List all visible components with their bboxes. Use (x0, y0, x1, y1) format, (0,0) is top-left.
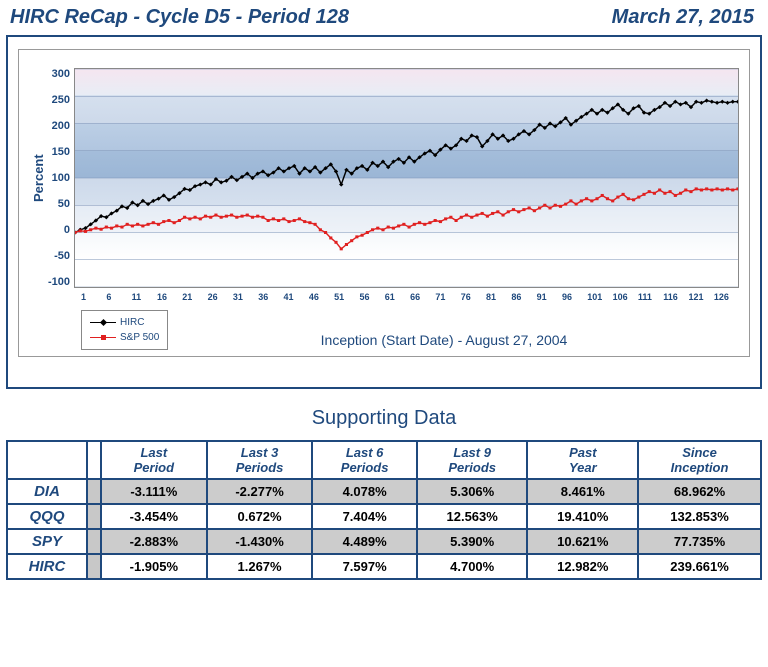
cell: 4.078% (312, 479, 416, 504)
supporting-data-table: LastPeriodLast 3PeriodsLast 6PeriodsLast… (6, 440, 762, 580)
col-header: Last 9Periods (417, 441, 528, 479)
cell: 77.735% (638, 529, 761, 554)
chart-box: Percent 300250200150100500-50-100 161116… (18, 49, 750, 357)
chart-legend: HIRCS&P 500 (81, 310, 168, 350)
col-header: Last 6Periods (312, 441, 416, 479)
cell: -1.905% (101, 554, 207, 579)
cell: -2.277% (207, 479, 313, 504)
col-header: LastPeriod (101, 441, 207, 479)
row-label: SPY (7, 529, 87, 554)
col-header: SinceInception (638, 441, 761, 479)
y-axis-label: Percent (29, 68, 48, 288)
table-row: QQQ -3.454%0.672%7.404%12.563%19.410%132.… (7, 504, 761, 529)
cell: -2.883% (101, 529, 207, 554)
cell: 0.672% (207, 504, 313, 529)
x-axis-ticks: 1611162126313641465156616671768186919610… (81, 288, 739, 302)
cell: 7.404% (312, 504, 416, 529)
report-title: HIRC ReCap - Cycle D5 - Period 128 (10, 6, 349, 29)
cell: 7.597% (312, 554, 416, 579)
chart-panel: Percent 300250200150100500-50-100 161116… (6, 35, 762, 389)
table-title: Supporting Data (6, 407, 762, 430)
table-row: SPY -2.883%-1.430%4.489%5.390%10.621%77.7… (7, 529, 761, 554)
cell: 19.410% (527, 504, 638, 529)
cell: -1.430% (207, 529, 313, 554)
row-label: DIA (7, 479, 87, 504)
chart-plot-area (74, 68, 739, 288)
col-header: PastYear (527, 441, 638, 479)
cell: 68.962% (638, 479, 761, 504)
cell: -3.454% (101, 504, 207, 529)
cell: 12.563% (417, 504, 528, 529)
row-label: QQQ (7, 504, 87, 529)
report-date: March 27, 2015 (612, 6, 754, 29)
row-label: HIRC (7, 554, 87, 579)
cell: 8.461% (527, 479, 638, 504)
cell: 5.306% (417, 479, 528, 504)
col-header: Last 3Periods (207, 441, 313, 479)
y-axis-ticks: 300250200150100500-50-100 (48, 68, 74, 288)
cell: 4.700% (417, 554, 528, 579)
page-header: HIRC ReCap - Cycle D5 - Period 128 March… (6, 6, 762, 35)
cell: -3.111% (101, 479, 207, 504)
cell: 12.982% (527, 554, 638, 579)
table-row: HIRC -1.905%1.267%7.597%4.700%12.982%239.… (7, 554, 761, 579)
cell: 132.853% (638, 504, 761, 529)
cell: 4.489% (312, 529, 416, 554)
cell: 1.267% (207, 554, 313, 579)
cell: 239.661% (638, 554, 761, 579)
table-row: DIA -3.111%-2.277%4.078%5.306%8.461%68.96… (7, 479, 761, 504)
cell: 10.621% (527, 529, 638, 554)
cell: 5.390% (417, 529, 528, 554)
